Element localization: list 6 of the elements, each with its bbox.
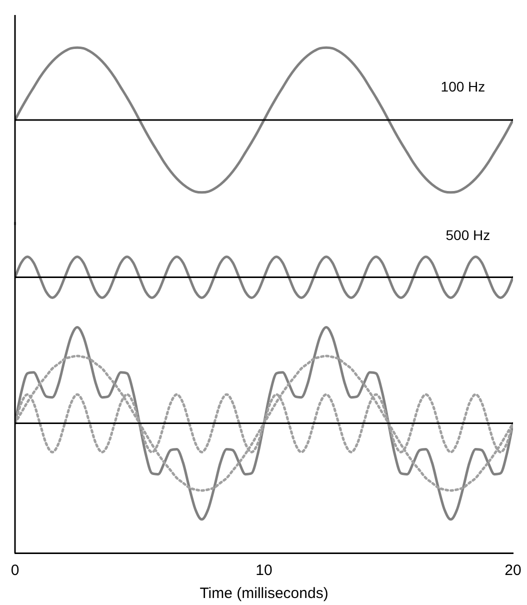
- x-tick-label: 0: [10, 562, 20, 580]
- text: 100 Hz: [440, 78, 486, 94]
- series-label: 500 Hz: [446, 227, 490, 244]
- x-axis-title: Time (milliseconds): [200, 585, 328, 602]
- x-tick-label: 10: [256, 562, 272, 580]
- x-tick-label: 20: [504, 562, 522, 580]
